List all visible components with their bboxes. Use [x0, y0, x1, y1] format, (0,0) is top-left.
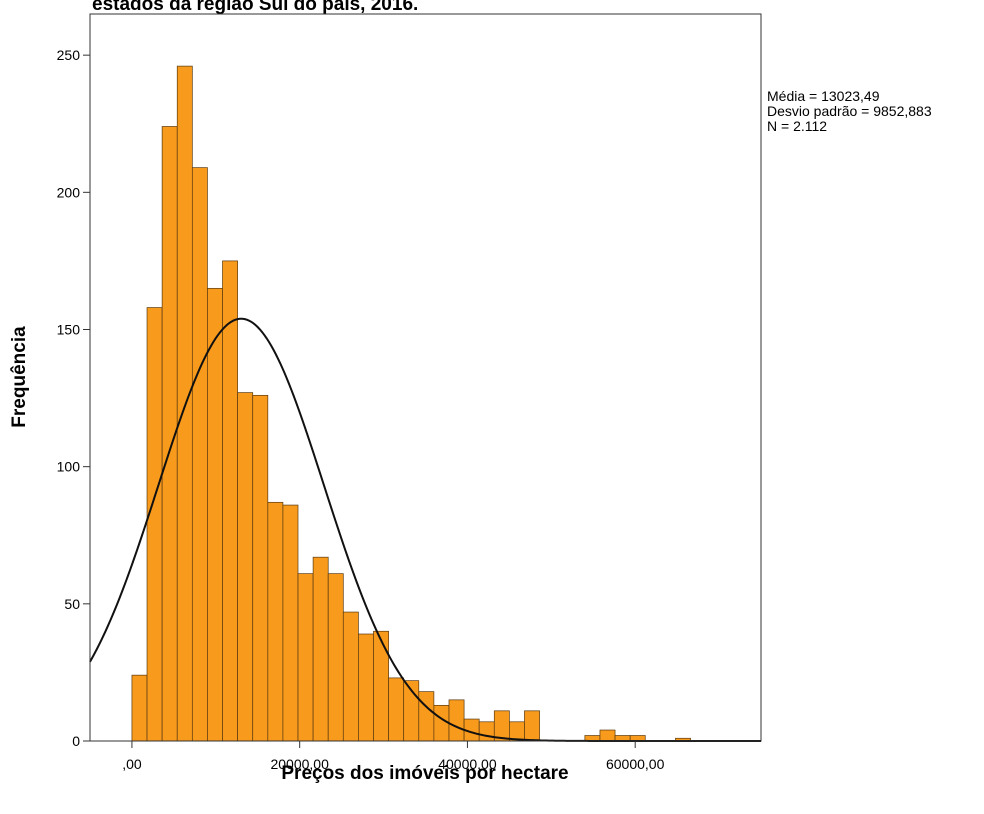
histogram-bar	[373, 630, 389, 742]
y-axis-ticks: 0 50 100 150 200 250	[57, 47, 90, 749]
y-tick-label: 150	[57, 321, 81, 337]
x-axis-title: Preços dos imóveis por hectare	[281, 763, 568, 784]
y-tick-label: 100	[57, 459, 81, 475]
histogram-bar	[237, 392, 254, 742]
stats-mean: Média = 13023,49	[767, 88, 880, 104]
y-axis-title: Frequência	[9, 326, 30, 428]
histogram-bar	[388, 677, 405, 742]
histogram-bar	[342, 611, 359, 742]
y-tick-label: 200	[57, 184, 81, 200]
plot-area	[89, 13, 762, 742]
y-tick-label: 50	[64, 596, 80, 612]
histogram-bar	[358, 633, 374, 742]
histogram-bar	[524, 710, 540, 742]
histogram-bar	[433, 704, 450, 742]
histogram-bar	[252, 394, 269, 742]
histogram-bar	[478, 721, 495, 742]
x-tick-label: 20000,00	[270, 756, 329, 772]
histogram-bar	[282, 504, 299, 742]
histogram-bar	[207, 287, 223, 742]
x-tick-label: 40000,00	[438, 756, 497, 772]
stats-box: Média = 13023,49 Desvio padrão = 9852,88…	[767, 88, 932, 134]
chart-title: estados da região Sul do país, 2016.	[92, 0, 418, 15]
stats-sd: Desvio padrão = 9852,883	[767, 103, 932, 119]
histogram-bar	[131, 674, 148, 742]
stats-n: N = 2.112	[767, 118, 827, 134]
y-tick-label: 0	[72, 733, 80, 749]
histogram-bar	[312, 556, 329, 742]
histogram-bar	[448, 699, 465, 742]
histogram-bar	[297, 573, 314, 742]
histogram-bar	[327, 573, 344, 742]
x-axis-ticks: ,00 20000,00 40000,00 60000,00	[122, 741, 665, 772]
x-tick-label: 60000,00	[606, 756, 665, 772]
histogram-bar	[191, 167, 208, 742]
histogram-bar	[222, 260, 238, 742]
histogram-bar	[146, 307, 163, 742]
histogram-bar	[599, 729, 616, 742]
x-tick-label: ,00	[122, 756, 142, 772]
histogram-bar	[267, 501, 284, 742]
histogram-bar	[418, 691, 435, 742]
y-tick-label: 250	[57, 47, 81, 63]
